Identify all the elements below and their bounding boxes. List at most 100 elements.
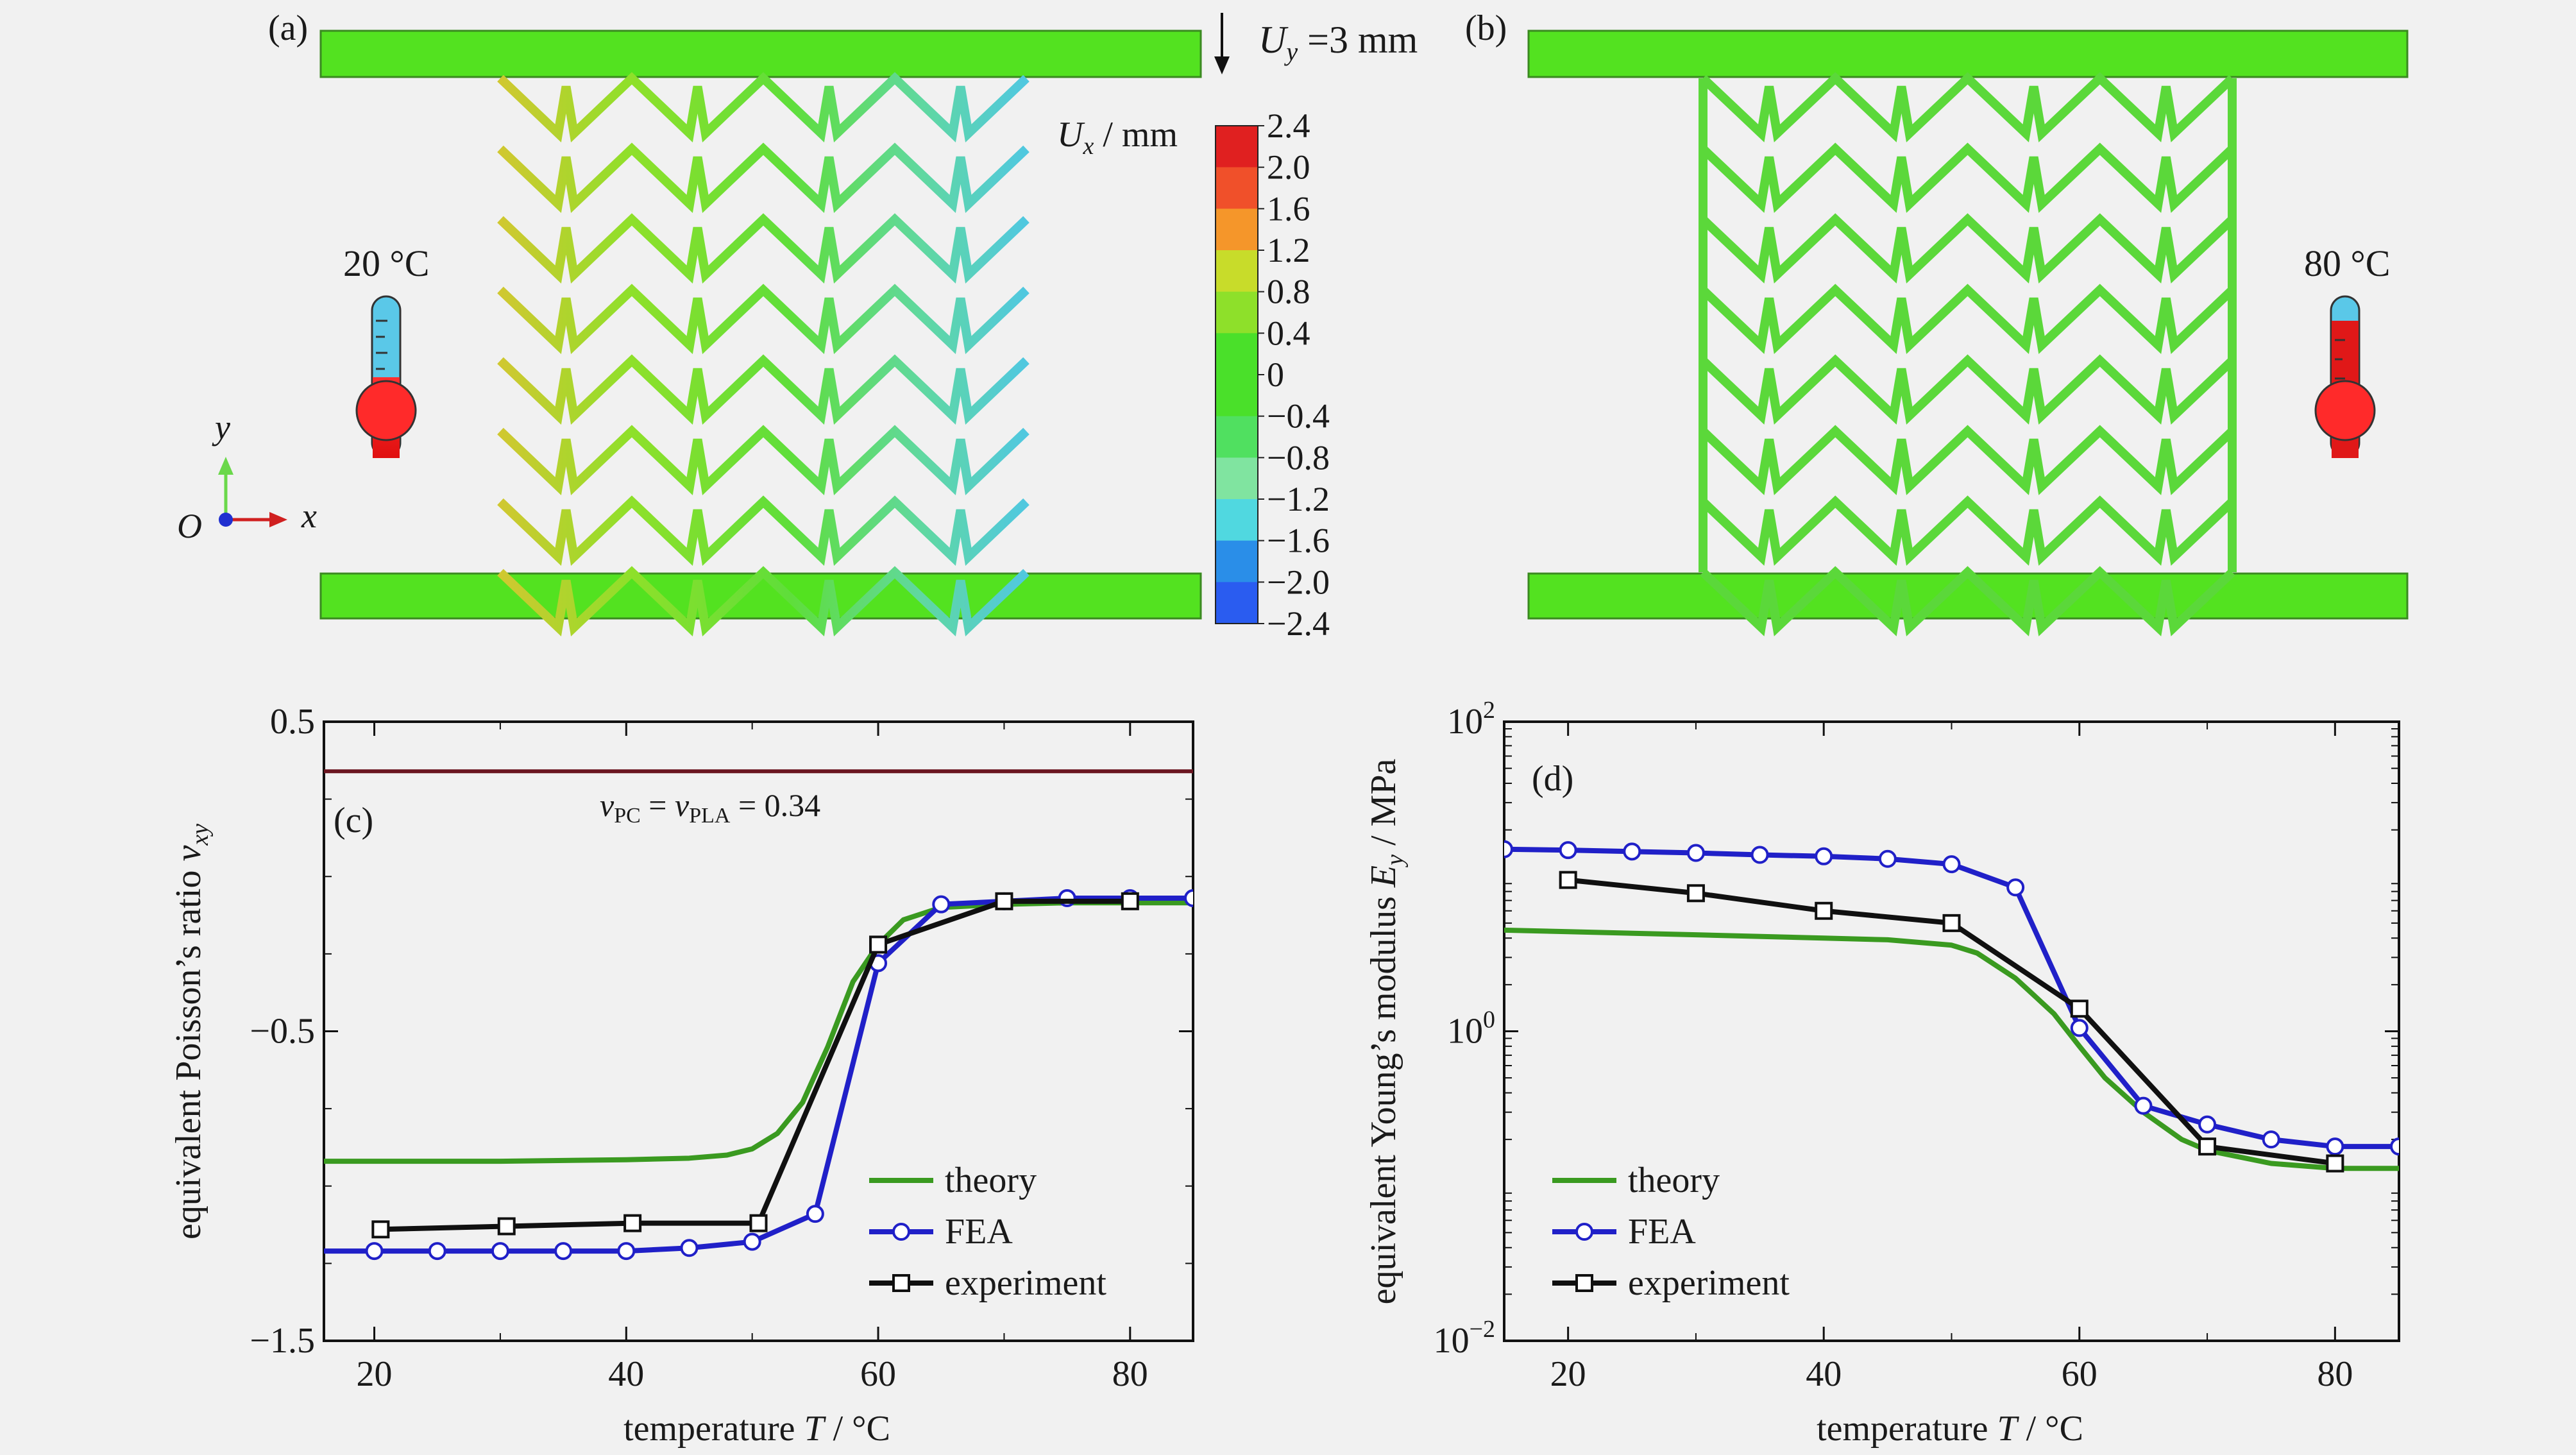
colorbar-swatch bbox=[1216, 540, 1258, 583]
lattice-chevron-row bbox=[1700, 142, 2235, 213]
chart-d-xlabel: temperature T / °C bbox=[1817, 1409, 2083, 1449]
top-plate-b bbox=[1527, 30, 2409, 78]
colorbar-swatch bbox=[1216, 126, 1258, 168]
coordinate-axes-icon: y x O bbox=[177, 408, 317, 545]
fea-point bbox=[2070, 1019, 2089, 1037]
series-line-theory bbox=[1504, 927, 2399, 1171]
lattice-chevron-row bbox=[1700, 425, 2235, 495]
legend-label-experiment: experiment bbox=[945, 1263, 1106, 1303]
colorbar-swatch bbox=[1216, 499, 1258, 541]
fea-point bbox=[1623, 842, 1641, 861]
load-label: Uy =3 mm bbox=[1258, 19, 1418, 66]
axis-origin-label: O bbox=[177, 507, 202, 545]
fea-point bbox=[365, 1242, 384, 1261]
lattice-chevron-row bbox=[497, 495, 1030, 566]
y-tick-label: 10−2 bbox=[1434, 1316, 1495, 1361]
y-tick-label: −0.5 bbox=[250, 1012, 315, 1051]
colorbar-tick-label: −1.6 bbox=[1267, 522, 1330, 560]
y-tick-label: 0.5 bbox=[270, 702, 315, 742]
chart-d-ticks: 20 40 60 80 102 100 10−2 bbox=[1434, 697, 2399, 1394]
top-plate-a bbox=[319, 30, 1202, 78]
legend-label-experiment: experiment bbox=[1628, 1263, 1790, 1303]
colorbar-swatch bbox=[1216, 375, 1258, 417]
legend-label-theory: theory bbox=[945, 1161, 1037, 1200]
panel-b-label: (b) bbox=[1465, 8, 1507, 48]
lattice-chevron-row bbox=[497, 284, 1030, 354]
colorbar-tick-label: −0.8 bbox=[1267, 438, 1330, 477]
experiment-point bbox=[1559, 871, 1577, 889]
colorbar-swatch bbox=[1216, 416, 1258, 458]
fea-point bbox=[1878, 849, 1897, 868]
bottom-plate-b bbox=[1527, 572, 2409, 620]
experiment-point bbox=[2326, 1154, 2344, 1173]
colorbar-swatch bbox=[1216, 167, 1258, 209]
fea-point bbox=[1942, 855, 1961, 874]
fea-point bbox=[1686, 844, 1705, 862]
thermometer-icon-hot bbox=[2314, 295, 2376, 458]
colorbar-tick-label: 1.2 bbox=[1267, 231, 1310, 269]
colorbar-tick-label: 0.4 bbox=[1267, 314, 1310, 352]
y-tick-label: 102 bbox=[1447, 697, 1495, 742]
chart-c-legend: theory FEA experiment bbox=[869, 1161, 1106, 1303]
x-tick-label: 40 bbox=[1806, 1354, 1842, 1394]
colorbar-tick-label: −0.4 bbox=[1267, 397, 1330, 436]
experiment-point bbox=[497, 1217, 516, 1236]
experiment-point bbox=[623, 1214, 642, 1232]
fea-point bbox=[2006, 878, 2025, 897]
chart-c: 20 40 60 80 0.5 −0.5 −1.5 (c) νPC = νPLA = 0.3… bbox=[169, 702, 1194, 1449]
panel-a: (a) Uy =3 mm 20 °C bbox=[177, 8, 1418, 643]
chart-c-annotation: νPC = νPLA = 0.34 bbox=[600, 787, 820, 828]
colorbar-title: Ux / mm bbox=[1057, 115, 1178, 160]
y-tick-label: −1.5 bbox=[250, 1321, 315, 1361]
x-tick-label: 60 bbox=[860, 1354, 896, 1394]
fea-point bbox=[932, 895, 951, 914]
lattice-chevron-row bbox=[1700, 213, 2235, 284]
fea-point bbox=[1184, 889, 1193, 908]
lattice-chevron-row bbox=[497, 425, 1030, 495]
chart-c-panel-label: (c) bbox=[334, 801, 373, 840]
series-line-theory bbox=[324, 900, 1193, 1164]
fea-point bbox=[2262, 1130, 2280, 1149]
legend-marker bbox=[1575, 1223, 1593, 1241]
fea-point bbox=[2390, 1137, 2399, 1156]
experiment-point bbox=[2070, 1000, 2089, 1018]
panel-a-label: (a) bbox=[268, 8, 308, 48]
y-tick-label: 100 bbox=[1447, 1007, 1495, 1051]
x-tick-label: 80 bbox=[2317, 1354, 2353, 1394]
legend-label-FEA: FEA bbox=[945, 1212, 1013, 1252]
lattice-chevron-row bbox=[1700, 354, 2235, 425]
chart-d-ylabel: equivalent Young’s modulus Ey / MPa bbox=[1364, 759, 1409, 1305]
fea-point bbox=[428, 1242, 446, 1261]
load-indicator: Uy =3 mm bbox=[1214, 13, 1418, 74]
chart-d-panel-label: (d) bbox=[1532, 759, 1573, 799]
experiment-point bbox=[1686, 884, 1705, 903]
chart-c-xlabel: temperature T / °C bbox=[623, 1409, 890, 1449]
chart-d: 20 40 60 80 102 100 10−2 (d) temperature T / °… bbox=[1364, 697, 2400, 1449]
colorbar-tick-label: 0 bbox=[1267, 355, 1284, 394]
experiment-point bbox=[2198, 1137, 2217, 1156]
experiment-point bbox=[1942, 914, 1961, 932]
fea-point bbox=[554, 1242, 573, 1261]
lattice-chevron-row bbox=[1700, 566, 2235, 636]
fea-point bbox=[617, 1242, 636, 1261]
fea-point bbox=[1504, 840, 1513, 858]
chart-c-ticks: 20 40 60 80 0.5 −0.5 −1.5 bbox=[250, 702, 1193, 1394]
fea-point bbox=[491, 1242, 509, 1261]
lattice-chevron-row bbox=[1700, 284, 2235, 354]
thermometer-icon-cold bbox=[355, 295, 417, 458]
experiment-point bbox=[749, 1214, 768, 1232]
experiment-point bbox=[1121, 892, 1139, 910]
fea-point bbox=[303, 1243, 319, 1259]
colorbar-tick-label: 2.4 bbox=[1267, 106, 1310, 145]
colorbar-tick-label: 0.8 bbox=[1267, 273, 1310, 311]
experiment-point bbox=[371, 1220, 390, 1239]
experiment-point bbox=[995, 892, 1013, 910]
colorbar-tick-label: 2.0 bbox=[1267, 148, 1310, 187]
colorbar-swatch bbox=[1216, 250, 1258, 293]
lattice-chevron-row bbox=[497, 213, 1030, 284]
colorbar: 2.42.01.61.2 0.80.40−0.4−0.8−1.2 −1.6−2.0−… bbox=[1215, 106, 1330, 643]
x-tick-label: 20 bbox=[357, 1354, 393, 1394]
legend-marker bbox=[892, 1223, 910, 1241]
bottom-plate-a bbox=[319, 572, 1202, 620]
